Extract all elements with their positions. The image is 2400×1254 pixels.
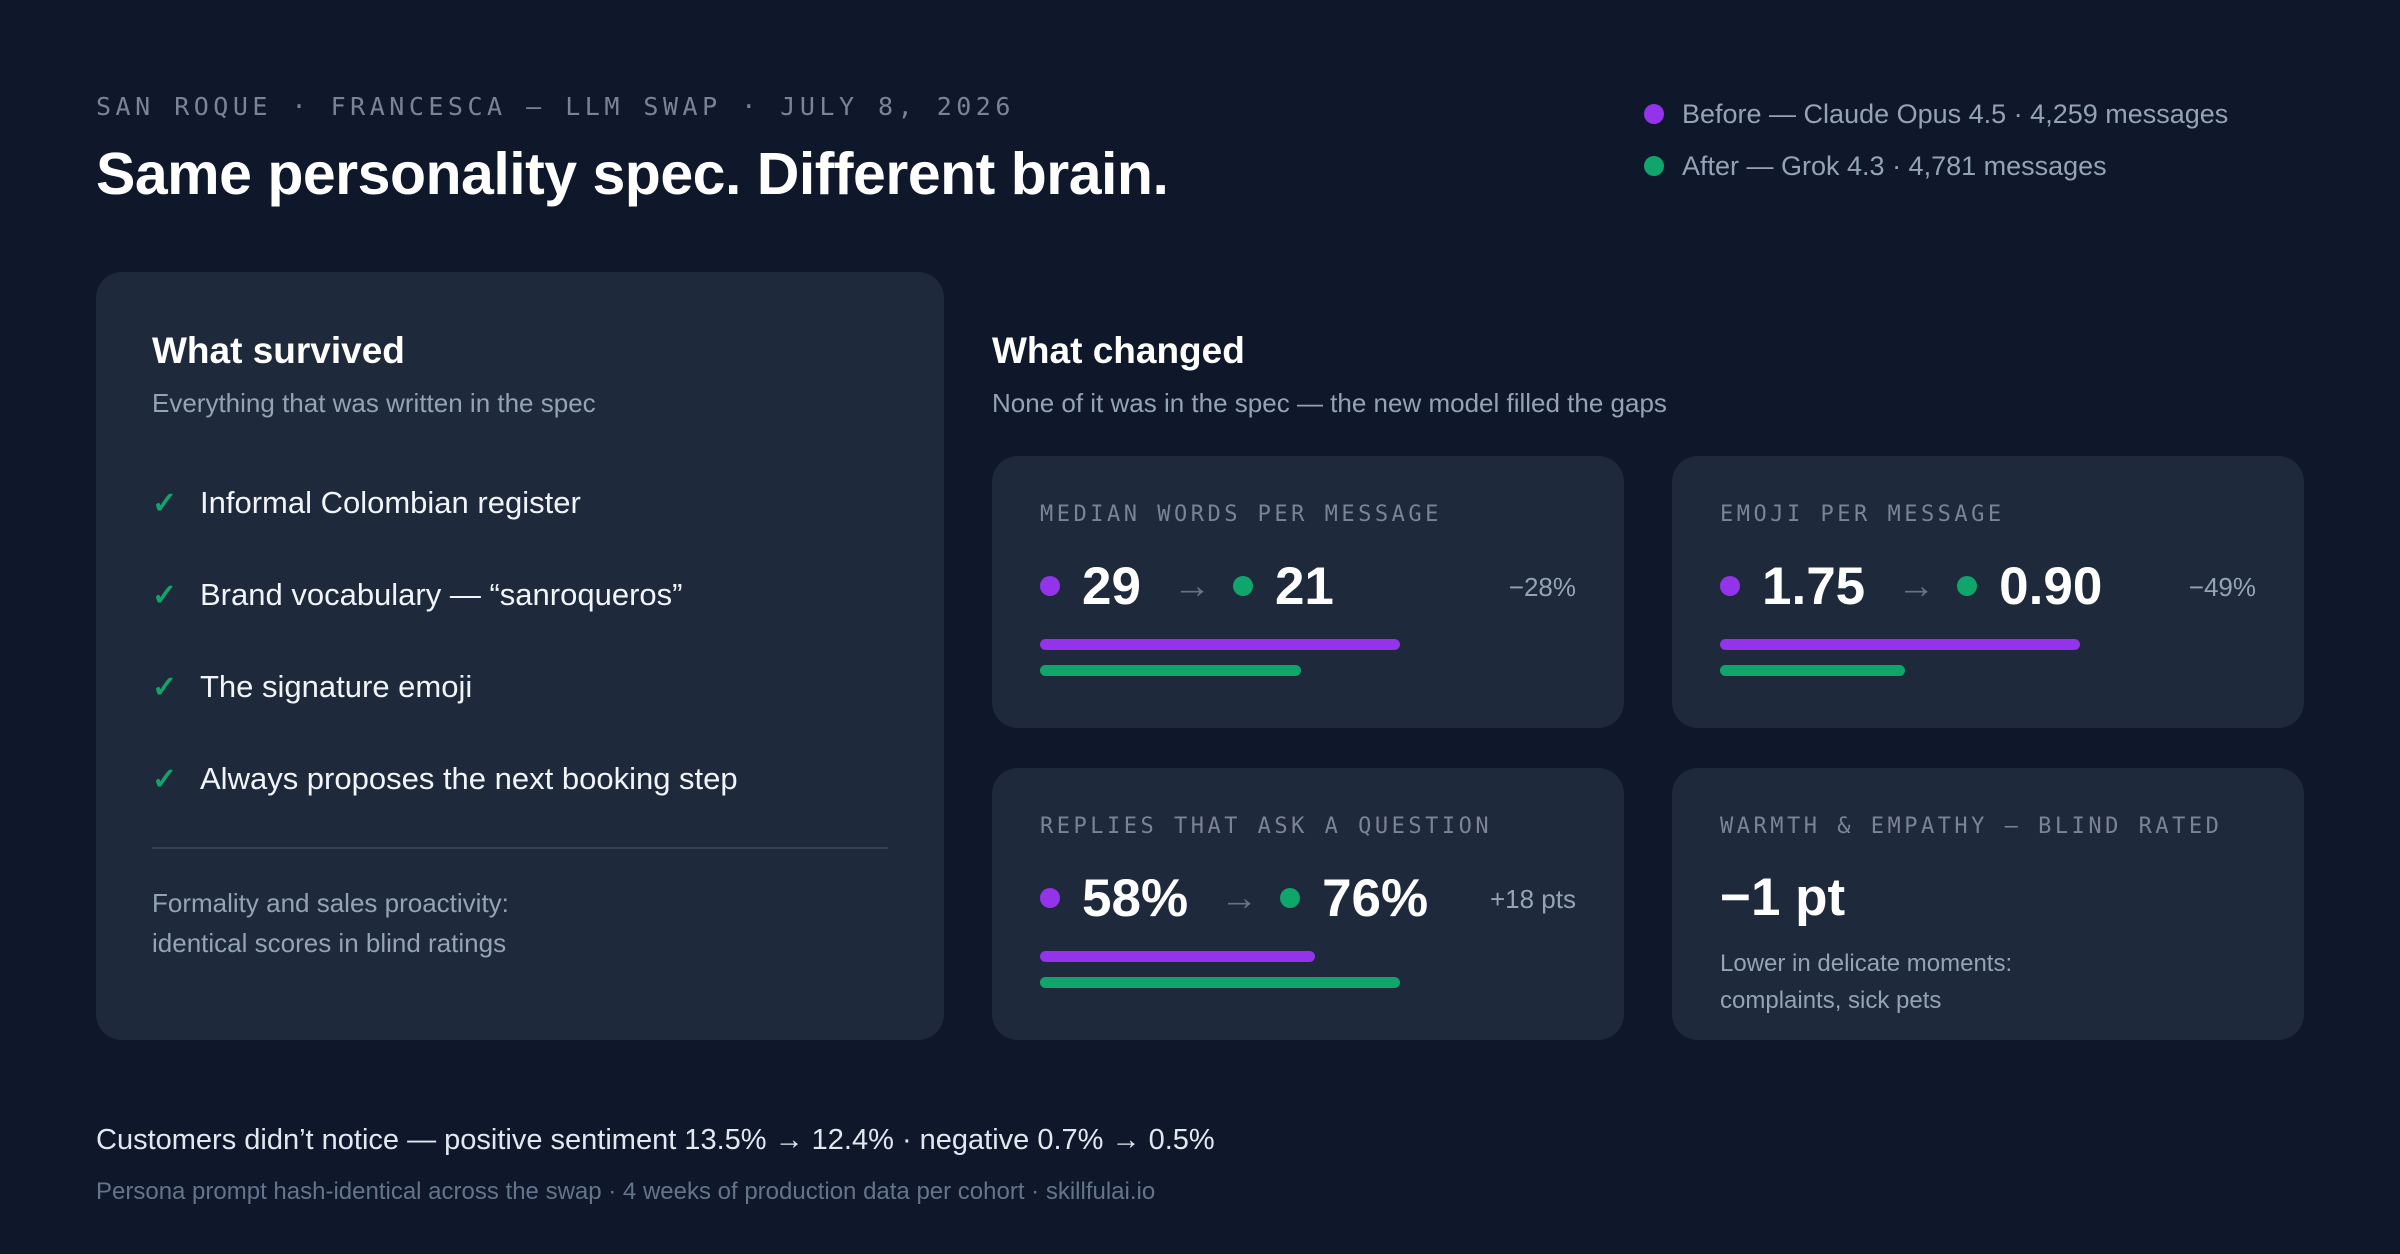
legend-label-before: Before — Claude Opus 4.5 · 4,259 message… [1682, 98, 2229, 129]
survived-title: What survived [152, 330, 405, 371]
comparison-bars [1040, 951, 1576, 988]
warmth-note-line: Lower in delicate moments: [1720, 950, 2013, 977]
after-value: 0.90 [1999, 556, 2103, 616]
after-dot-icon [1957, 576, 1978, 596]
before-bar [1720, 639, 2080, 650]
after-bar [1040, 977, 1400, 988]
legend: Before — Claude Opus 4.5 · 4,259 message… [1644, 88, 2228, 192]
list-item: ✓ The signature emoji [152, 641, 888, 733]
metric-values: 29 → 21 −28% [1040, 551, 1576, 621]
metric-values: 1.75 → 0.90 −49% [1720, 551, 2256, 621]
comparison-bars [1720, 639, 2256, 676]
before-dot-icon [1040, 888, 1060, 908]
check-icon: ✓ [152, 762, 178, 796]
delta-value: +18 pts [1489, 884, 1576, 914]
before-bar [1040, 951, 1315, 962]
before-value: 58% [1082, 868, 1189, 928]
legend-item-after: After — Grok 4.3 · 4,781 messages [1644, 140, 2228, 192]
warmth-value: −1 pt [1720, 868, 1846, 927]
legend-item-before: Before — Claude Opus 4.5 · 4,259 message… [1644, 88, 2228, 140]
metric-card-emoji: EMOJI PER MESSAGE 1.75 → 0.90 −49% [1672, 456, 2304, 728]
metric-card-words: MEDIAN WORDS PER MESSAGE 29 → 21 −28% [992, 456, 1624, 728]
arrow-right-icon: → [1897, 564, 1936, 607]
after-bar [1040, 665, 1301, 676]
survived-item-text: Informal Colombian register [200, 485, 581, 520]
survived-item-text: Always proposes the next booking step [200, 761, 738, 796]
metric-label: REPLIES THAT ASK A QUESTION [1040, 814, 1493, 839]
page-kicker: SAN ROQUE · FRANCESCA — LLM SWAP · JULY … [96, 92, 1015, 121]
before-dot-icon [1720, 576, 1740, 596]
after-dot-icon [1280, 888, 1301, 908]
changed-header: What changed None of it was in the spec … [992, 330, 1667, 419]
page-title: Same personality spec. Different brain. [96, 141, 1169, 207]
metric-card-warmth: WARMTH & EMPATHY — BLIND RATED −1 pt Low… [1672, 768, 2304, 1040]
list-item: ✓ Informal Colombian register [152, 457, 888, 549]
before-dot-icon [1040, 576, 1060, 596]
delta-value: −49% [2188, 572, 2256, 602]
before-bar [1040, 639, 1400, 650]
survived-note-line: identical scores in blind ratings [152, 928, 507, 958]
survived-item-text: The signature emoji [200, 669, 473, 704]
after-dot-icon [1644, 156, 1664, 176]
check-icon: ✓ [152, 486, 178, 520]
before-dot-icon [1644, 104, 1664, 124]
changed-subtitle: None of it was in the spec — the new mod… [992, 388, 1667, 418]
metric-label: MEDIAN WORDS PER MESSAGE [1040, 502, 1442, 527]
footer-summary: Customers didn’t notice — positive senti… [96, 1124, 1215, 1156]
list-item: ✓ Always proposes the next booking step [152, 733, 888, 825]
survived-list: ✓ Informal Colombian register ✓ Brand vo… [152, 457, 888, 825]
before-value: 29 [1082, 556, 1141, 616]
metric-values: 58% → 76% +18 pts [1040, 863, 1576, 933]
warmth-note: Lower in delicate moments: complaints, s… [1720, 945, 2256, 1019]
metric-label: EMOJI PER MESSAGE [1720, 502, 2005, 527]
check-icon: ✓ [152, 578, 178, 612]
footer-source: Persona prompt hash-identical across the… [96, 1178, 1156, 1205]
survived-note-line: Formality and sales proactivity: [152, 888, 509, 918]
arrow-right-icon: → [1172, 564, 1211, 607]
changed-title: What changed [992, 330, 1245, 371]
survived-card: What survived Everything that was writte… [96, 272, 944, 1040]
metric-label: WARMTH & EMPATHY — BLIND RATED [1720, 814, 2223, 839]
after-value: 76% [1322, 868, 1429, 928]
metric-card-questions: REPLIES THAT ASK A QUESTION 58% → 76% +1… [992, 768, 1624, 1040]
survived-note: Formality and sales proactivity: identic… [152, 883, 888, 963]
check-icon: ✓ [152, 670, 178, 704]
warmth-note-line: complaints, sick pets [1720, 987, 1942, 1014]
delta-value: −28% [1508, 572, 1576, 602]
after-dot-icon [1232, 576, 1253, 596]
divider [152, 847, 888, 849]
legend-label-after: After — Grok 4.3 · 4,781 messages [1682, 150, 2107, 181]
before-value: 1.75 [1762, 556, 1866, 616]
after-value: 21 [1274, 556, 1334, 616]
survived-item-text: Brand vocabulary — “sanroqueros” [200, 577, 683, 612]
comparison-bars [1040, 639, 1576, 676]
list-item: ✓ Brand vocabulary — “sanroqueros” [152, 549, 888, 641]
after-bar [1720, 665, 1905, 676]
survived-subtitle: Everything that was written in the spec [152, 388, 596, 418]
arrow-right-icon: → [1220, 876, 1259, 919]
